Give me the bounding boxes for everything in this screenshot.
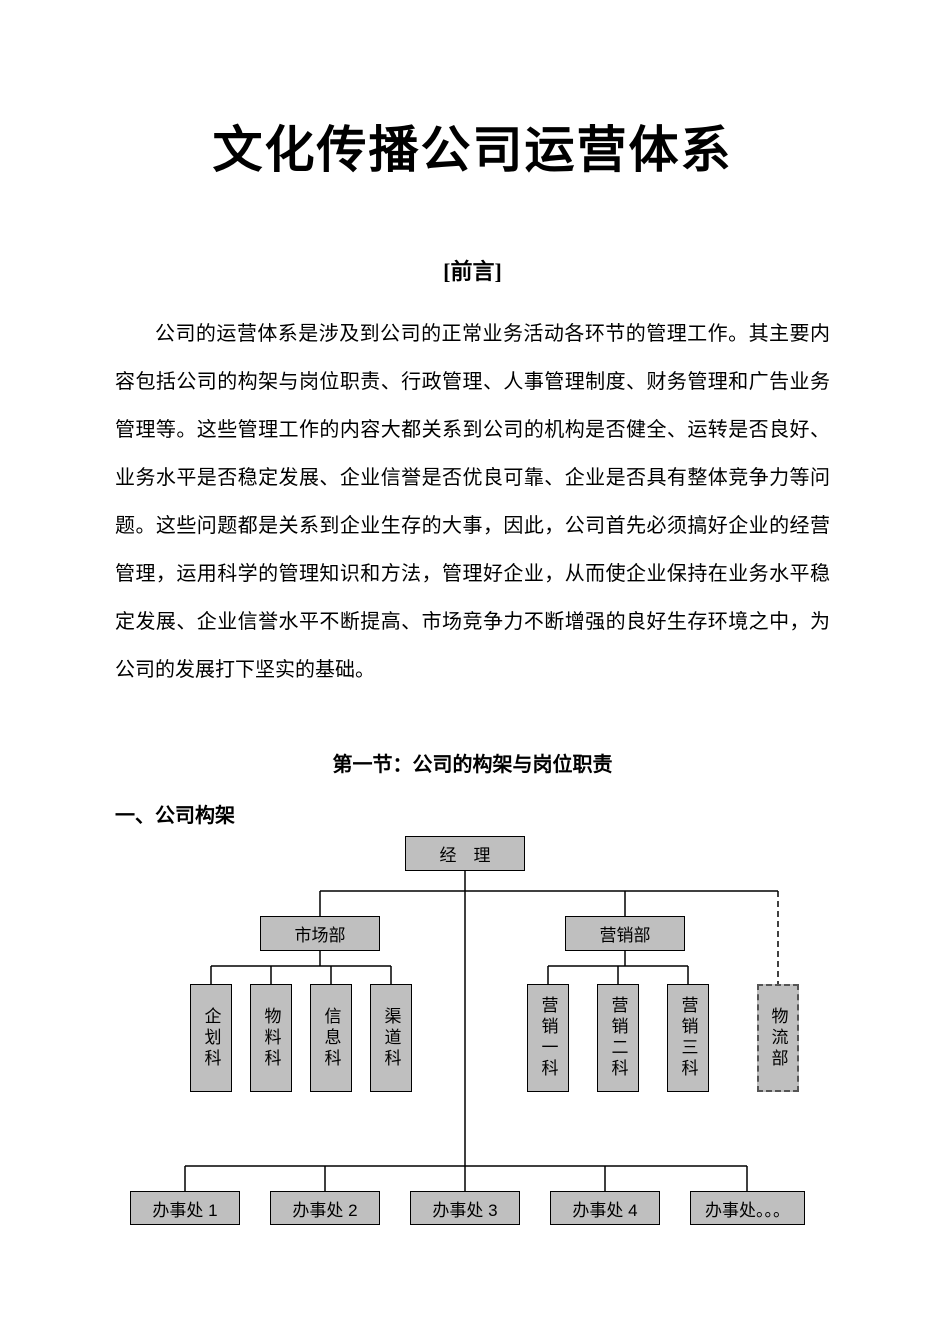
org-node-label: 信息科 <box>319 1007 344 1070</box>
org-node-logistics: 物流部 <box>757 984 799 1092</box>
org-node-label: 市场部 <box>295 921 346 946</box>
page-title: 文化传播公司运营体系 <box>115 110 830 182</box>
document-page: 文化传播公司运营体系 [前言] 公司的运营体系是涉及到公司的正常业务活动各环节的… <box>0 0 945 1296</box>
org-node-label: 营销三科 <box>676 996 701 1080</box>
section-1-heading: 第一节：公司的构架与岗位职责 <box>115 748 830 777</box>
preface-body: 公司的运营体系是涉及到公司的正常业务活动各环节的管理工作。其主要内容包括公司的构… <box>115 310 830 694</box>
org-node-s3: 营销三科 <box>667 984 709 1092</box>
org-node-label: 企划科 <box>199 1007 224 1070</box>
org-node-o3: 办事处 3 <box>410 1191 520 1225</box>
org-node-m1: 企划科 <box>190 984 232 1092</box>
org-node-o5: 办事处。。。 <box>690 1191 805 1225</box>
org-node-o2: 办事处 2 <box>270 1191 380 1225</box>
org-node-label: 营销一科 <box>536 996 561 1080</box>
org-node-label: 办事处 3 <box>432 1196 497 1221</box>
org-node-o1: 办事处 1 <box>130 1191 240 1225</box>
org-node-label: 办事处 1 <box>152 1196 217 1221</box>
org-node-manager: 经 理 <box>405 836 525 871</box>
org-node-market: 市场部 <box>260 916 380 951</box>
org-node-label: 营销二科 <box>606 996 631 1080</box>
section-1-sub-1: 一、公司构架 <box>115 799 830 828</box>
org-node-label: 物流部 <box>766 1007 791 1070</box>
org-node-label: 办事处 2 <box>292 1196 357 1221</box>
org-node-sales: 营销部 <box>565 916 685 951</box>
org-node-m3: 信息科 <box>310 984 352 1092</box>
org-node-label: 经 理 <box>440 841 491 866</box>
preface-heading: [前言] <box>115 254 830 286</box>
org-node-label: 渠道科 <box>379 1007 404 1070</box>
org-node-label: 营销部 <box>600 921 651 946</box>
org-node-s2: 营销二科 <box>597 984 639 1092</box>
org-chart: 经 理市场部 营销部企划科 物料科 信息科 渠道科 营销一科 营销二科 营销三科 物流部办事处 … <box>85 836 845 1256</box>
org-node-label: 办事处。。。 <box>705 1196 790 1221</box>
org-node-s1: 营销一科 <box>527 984 569 1092</box>
org-node-m2: 物料科 <box>250 984 292 1092</box>
org-node-o4: 办事处 4 <box>550 1191 660 1225</box>
org-node-label: 办事处 4 <box>572 1196 637 1221</box>
org-node-m4: 渠道科 <box>370 984 412 1092</box>
org-node-label: 物料科 <box>259 1007 284 1070</box>
